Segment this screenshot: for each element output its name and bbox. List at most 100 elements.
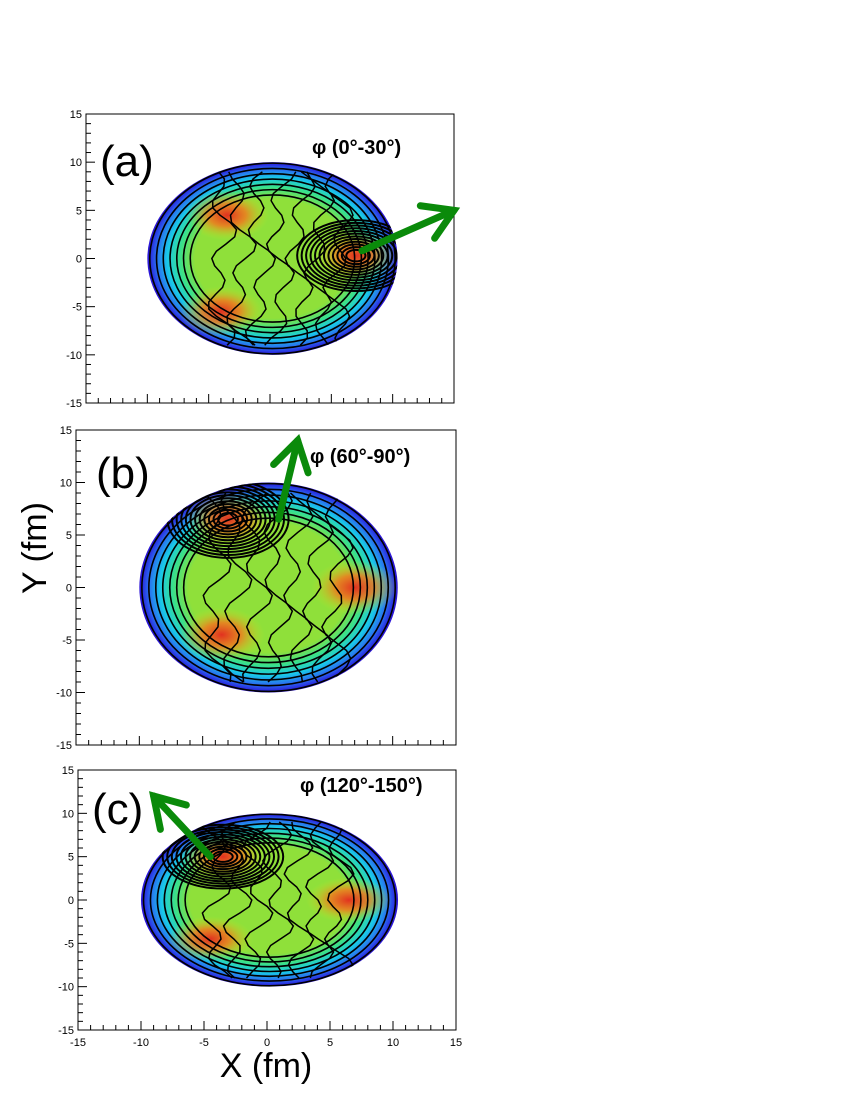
y-tick-label: -10 — [56, 688, 72, 700]
panel-label: (a) — [100, 137, 154, 186]
jet-contour-0 — [217, 511, 239, 527]
jet-contour-3 — [198, 843, 248, 871]
x-tick-label: -10 — [133, 1037, 149, 1049]
x-tick-label: -15 — [70, 1037, 86, 1049]
y-tick-label: -10 — [66, 350, 82, 362]
jet-contour-2 — [207, 506, 249, 533]
contour-ring-0 — [141, 482, 396, 693]
jet-contour-9 — [305, 224, 398, 287]
jet-contour-7 — [184, 491, 272, 548]
contour-line-4 — [283, 821, 315, 979]
jet-arrow-head — [149, 791, 190, 833]
hot-spot-1 — [179, 286, 263, 337]
jet-arrow — [150, 792, 214, 861]
contour-line-3 — [263, 492, 294, 683]
y-tick-label: 5 — [68, 852, 74, 864]
x-tick-label: 0 — [264, 1037, 270, 1049]
jet-contour-1 — [212, 509, 244, 530]
jet-arrow — [275, 437, 302, 523]
hot-spot-2 — [311, 560, 398, 615]
y-tick-label: 15 — [60, 425, 72, 437]
jet-contour-6 — [184, 835, 262, 878]
contour-line-0 — [199, 821, 233, 979]
y-tick-label: -15 — [56, 740, 72, 752]
contour-ring-3 — [169, 178, 376, 339]
y-tick-label: 15 — [62, 765, 74, 777]
contour-ring-4 — [168, 505, 369, 670]
contour-ring-2 — [162, 172, 383, 345]
contour-line-5 — [303, 171, 336, 346]
jet-contour-9 — [170, 828, 276, 885]
jet-contour-4 — [198, 500, 258, 539]
contour-line-6 — [323, 821, 355, 979]
jet-contour-7 — [314, 229, 398, 282]
panel-a: 15 10 5 0 -5 -10 -15 (a) φ (0°-30°) — [66, 109, 461, 410]
contour-ring-5 — [182, 188, 363, 329]
jet-contour-3 — [203, 503, 253, 536]
jet-contour-5 — [194, 497, 262, 542]
phi-range-label: φ (120°-150°) — [300, 775, 423, 797]
jet-contour-8 — [309, 227, 398, 284]
y-tick-label: 15 — [70, 109, 82, 121]
y-tick-label: 10 — [70, 157, 82, 169]
x-tick-label: 5 — [327, 1037, 333, 1049]
contour-line-4 — [284, 171, 317, 346]
y-tick-label: -15 — [66, 398, 82, 410]
y-tick-label: 0 — [68, 895, 74, 907]
contour-ring-3 — [161, 500, 376, 675]
jet-contour-0 — [345, 248, 367, 263]
contour-line-5 — [305, 821, 335, 979]
jet-arrow-head — [270, 433, 312, 477]
y-tick-label: 5 — [76, 205, 82, 217]
jet-contour-7 — [179, 833, 266, 880]
jet-contour-8 — [180, 488, 276, 551]
y-tick-label: 0 — [66, 583, 72, 595]
jet-contour-11 — [296, 219, 398, 293]
contour-line-6 — [321, 492, 354, 683]
jet-contour-4 — [193, 840, 253, 873]
jet-contour-4 — [327, 238, 385, 274]
contour-line-2 — [244, 171, 277, 346]
contour-ring-0 — [142, 813, 397, 987]
contour-ring-0 — [148, 162, 396, 355]
jet-contour-10 — [166, 826, 280, 888]
jet-contour-8 — [175, 831, 271, 883]
panel-label: (c) — [92, 785, 143, 834]
contour-ring-6 — [182, 517, 355, 658]
jet-contour-5 — [322, 235, 389, 276]
panel-b: 15 10 5 0 -5 -10 -15 (b) φ (60°-90°) — [56, 425, 457, 752]
jet-contour-1 — [340, 246, 371, 266]
jet-contour-6 — [318, 232, 394, 279]
x-tick-label: -5 — [199, 1037, 209, 1049]
jet-contour-5 — [189, 838, 257, 876]
x-axis-title: X (fm) — [220, 1047, 313, 1085]
hot-spot-0 — [185, 190, 269, 241]
jet-contour-2 — [202, 845, 243, 868]
phi-range-label: φ (60°-90°) — [310, 446, 410, 468]
hot-spot-1 — [167, 916, 254, 962]
y-tick-label: -5 — [72, 302, 82, 314]
disk-contents — [142, 813, 397, 987]
contour-ring-5 — [177, 837, 362, 963]
x-tick-label: 15 — [450, 1037, 462, 1049]
y-tick-label: 10 — [62, 808, 74, 820]
jet-arrow-head — [416, 202, 461, 242]
y-tick-label: 10 — [60, 478, 72, 490]
contour-line-0 — [208, 171, 238, 346]
contour-ring-4 — [170, 832, 369, 968]
x-tick-label: 10 — [387, 1037, 399, 1049]
jet-arrow — [358, 206, 458, 255]
contour-line-6 — [322, 171, 354, 346]
y-tick-label: -15 — [58, 1025, 74, 1037]
phi-range-label: φ (0°-30°) — [312, 137, 401, 159]
y-tick-label: -5 — [64, 938, 74, 950]
y-axis-title: Y (fm) — [16, 502, 54, 594]
contour-line-1 — [226, 171, 257, 346]
contour-ring-1 — [148, 488, 390, 687]
contour-line-3 — [264, 171, 297, 346]
hot-spot-1 — [178, 607, 265, 663]
panel-label: (b) — [96, 449, 150, 498]
hot-spot-2 — [306, 877, 392, 923]
contour-ring-3 — [163, 827, 376, 973]
